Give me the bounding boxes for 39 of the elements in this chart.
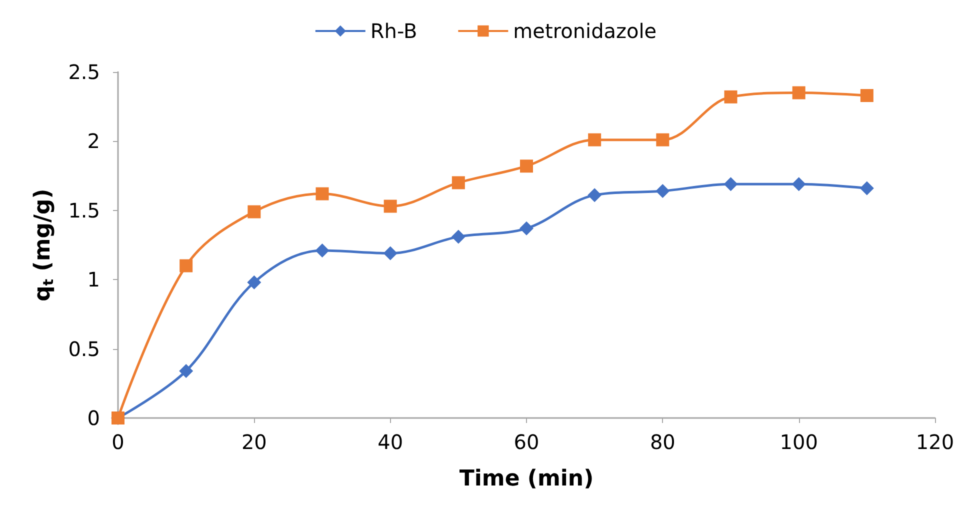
x-tick-label: 20 [241,430,267,454]
point [520,160,533,173]
point [656,184,670,198]
x-tick-label: 60 [514,430,540,454]
legend-label: metronidazole [513,19,657,43]
point [792,86,806,100]
x-tick-label: 100 [780,430,818,454]
y-axis-title: qt (mg/g) [30,188,57,302]
x-tick-label: 120 [916,430,954,454]
x-tick-label: 40 [378,430,404,454]
x-axis-title: Time (min) [459,466,594,492]
y-tick-label: 1.5 [68,198,100,222]
y-tick-label: 0 [87,406,100,430]
legend-label: Rh-B [370,19,418,43]
point [724,90,738,104]
point [656,133,670,146]
x-tick-label: 0 [112,430,124,454]
point [452,176,465,190]
y-tick-label: 0.5 [68,336,100,361]
point [384,200,397,213]
x-tick-label: 80 [650,430,676,454]
point [588,133,602,146]
point [588,188,602,202]
y-tick-label: 2 [87,129,100,154]
point [860,89,874,102]
point [451,230,466,244]
point [248,205,261,218]
point [860,181,874,196]
point [315,244,330,258]
point [383,246,398,260]
point [316,187,329,200]
point [520,221,534,236]
y-tick-label: 2.5 [68,60,100,84]
point [179,364,194,378]
point [792,177,806,192]
point [724,177,738,192]
point [247,275,262,290]
y-tick-label: 1 [87,268,100,292]
point [180,259,193,272]
